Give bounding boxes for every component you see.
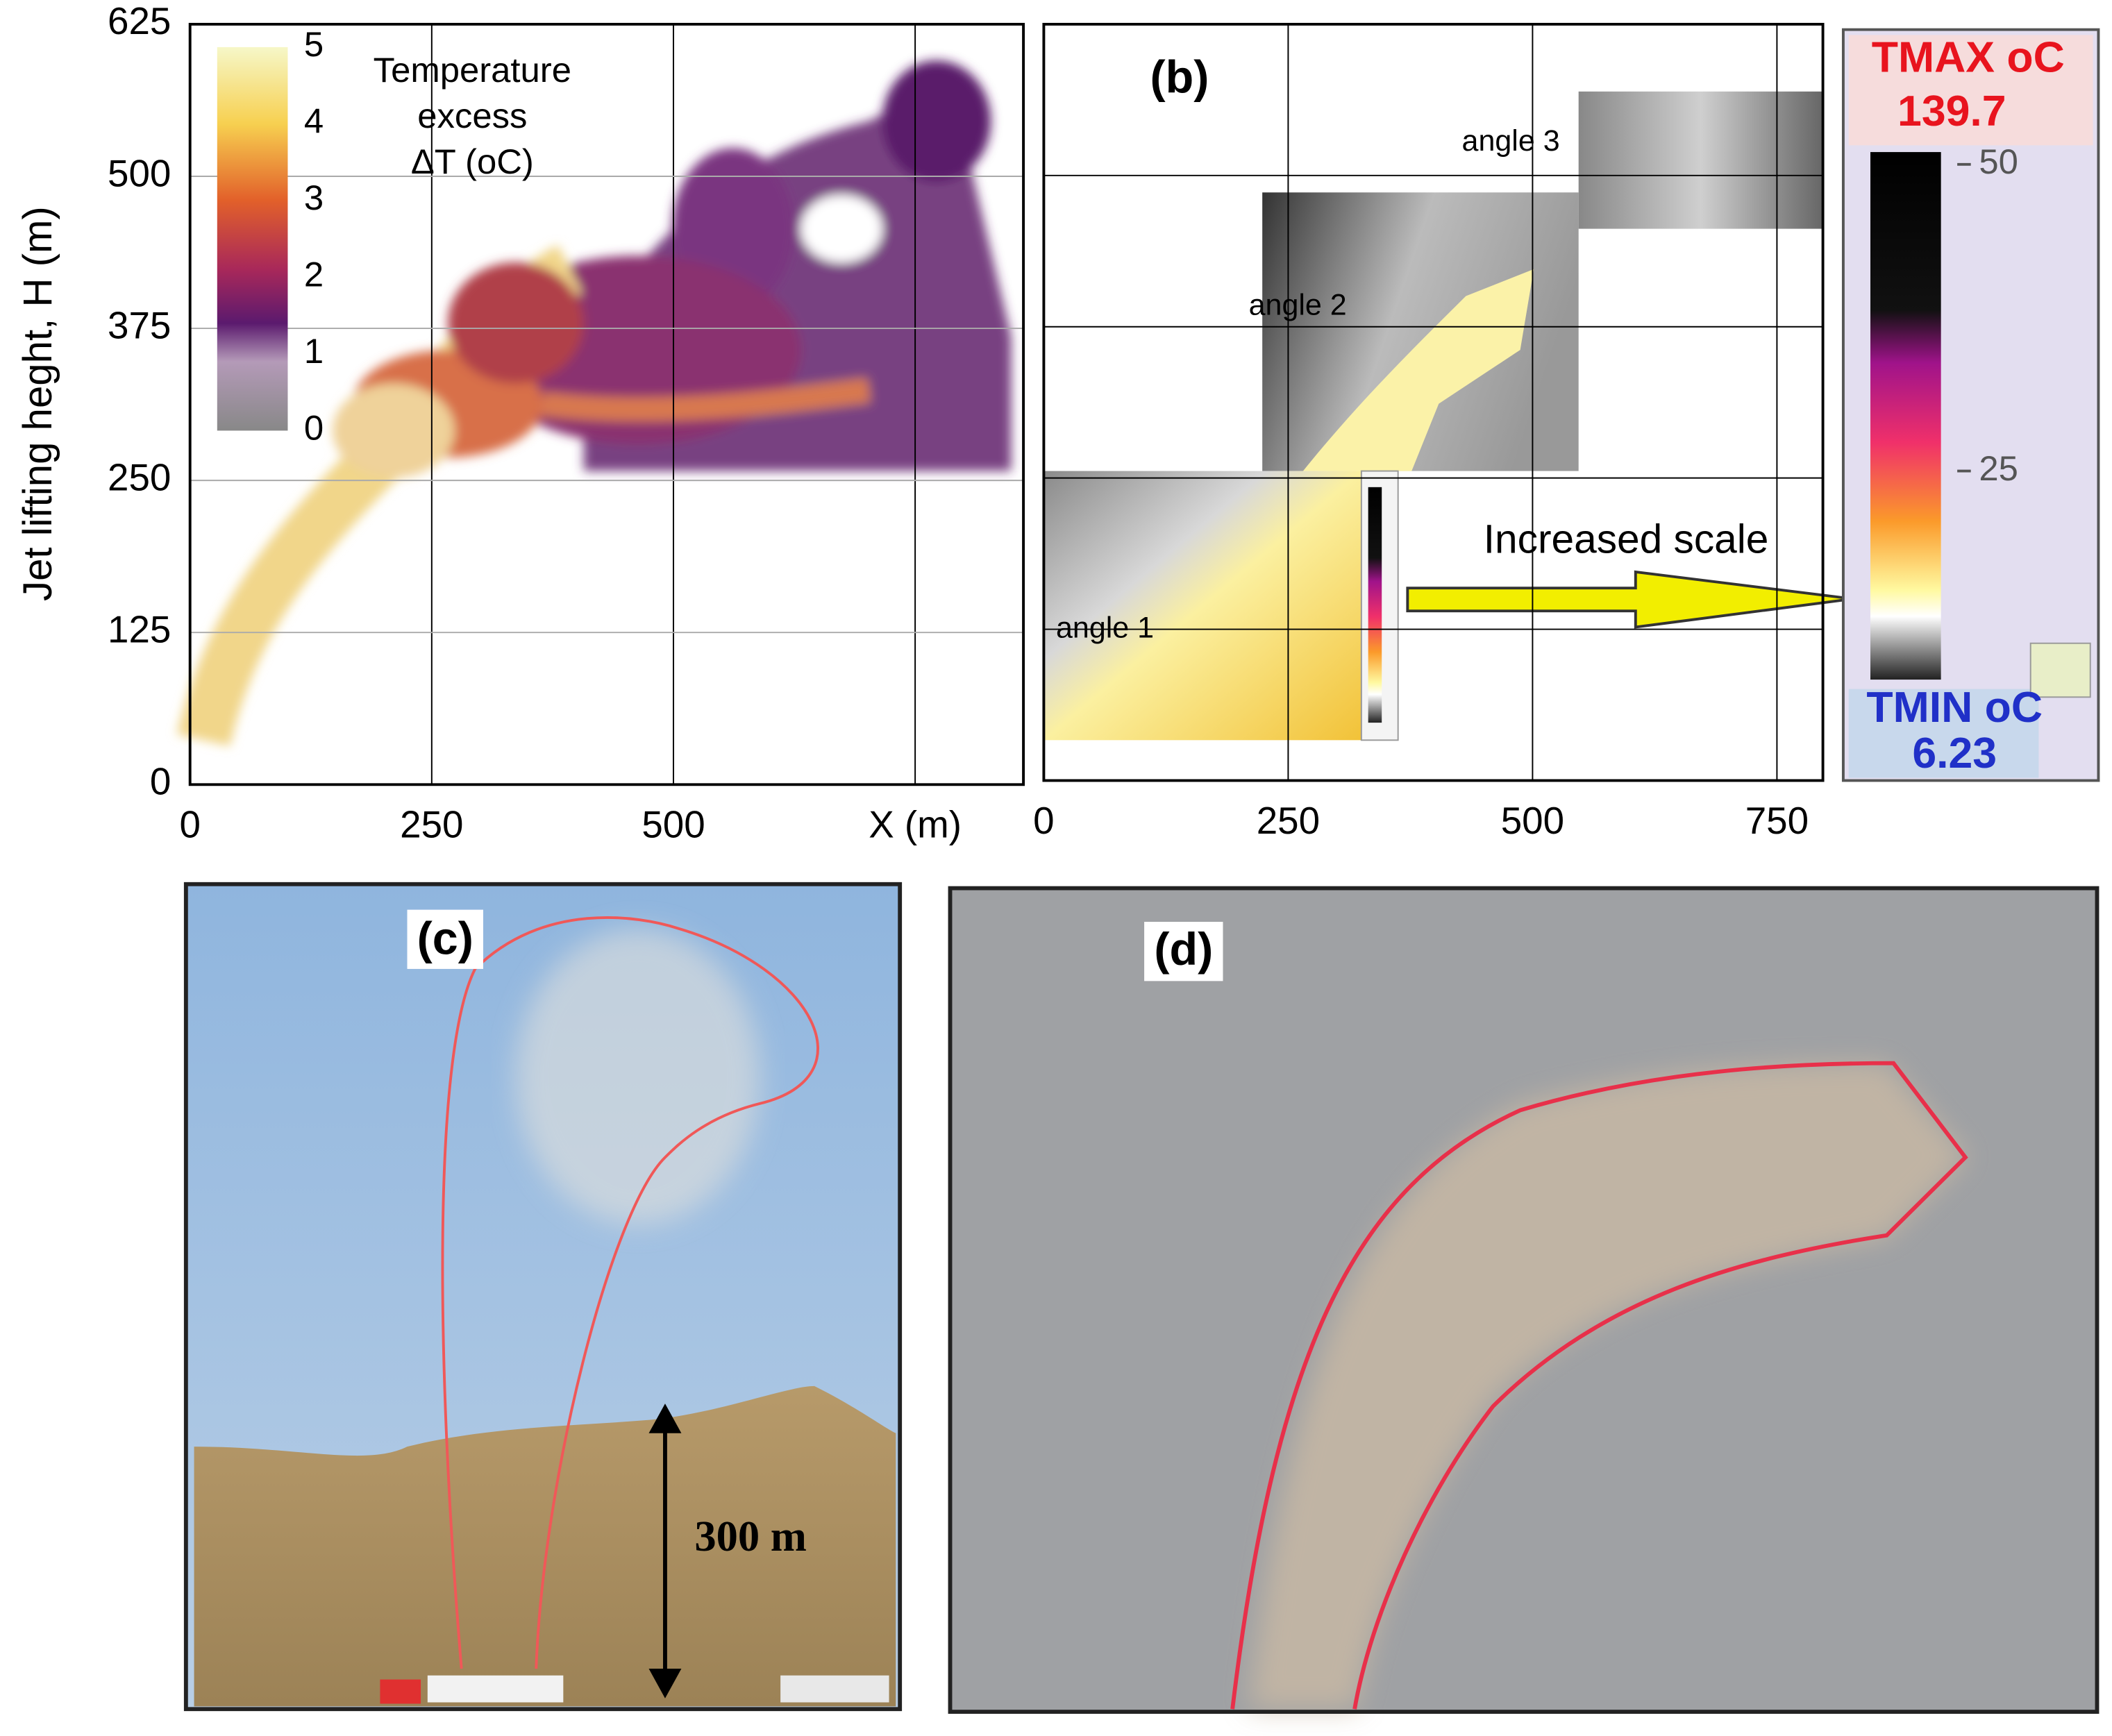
x-tick-label: 0 <box>179 804 200 846</box>
x-tick-label: 250 <box>400 804 463 846</box>
icon <box>2029 642 2091 698</box>
annotation: angle 3 <box>1462 124 1560 158</box>
colorbar-tick-label: 5 <box>304 24 324 64</box>
y-tick-label: 500 <box>108 153 171 195</box>
x-tick-label: 250 <box>1257 800 1320 842</box>
x-tick-label: X (m) <box>869 804 962 846</box>
panel-label: (b) <box>1150 52 1209 103</box>
colorbar-title: ΔT (oC) <box>411 142 534 181</box>
tmax-value: 139.7 <box>1897 87 2006 135</box>
x-tick-label: 500 <box>1501 800 1564 842</box>
panel-label: (c) <box>417 913 473 965</box>
plume-image <box>177 60 1012 746</box>
photo-d <box>948 886 2100 1714</box>
y-tick-label: 625 <box>108 0 171 42</box>
photo-c <box>183 882 903 1712</box>
scale-label: 300 m <box>694 1512 807 1560</box>
tmin-box <box>1848 689 2039 778</box>
colorbar-tick-label: 50 <box>1979 142 2018 181</box>
y-tick-label: 250 <box>108 457 171 499</box>
colorbar-tick-label: 3 <box>304 178 324 217</box>
annotation: Increased scale <box>1484 517 1769 562</box>
colorbar-tick-label: 25 <box>1979 448 2018 488</box>
y-tick-label: 125 <box>108 609 171 651</box>
colorbar-tick-label: 2 <box>304 255 324 294</box>
tmax-label: TMAX oC <box>1872 34 2065 82</box>
thermal-images <box>1044 91 1853 741</box>
tmin-label: TMIN oC <box>1866 684 2043 732</box>
plot-frame <box>188 22 1025 786</box>
x-tick-label: 750 <box>1745 800 1809 842</box>
annotation: angle 2 <box>1249 288 1347 321</box>
tmin-value: 6.23 <box>1912 730 1997 777</box>
x-tick-label: 500 <box>642 804 705 846</box>
y-tick-label: 375 <box>108 305 171 347</box>
colorbar-tick-label: 4 <box>304 101 324 141</box>
colorbar-title: excess <box>417 96 527 135</box>
colorbar <box>217 47 288 431</box>
colorbar-tick-label: 0 <box>304 408 324 448</box>
plot-frame <box>1042 22 1825 782</box>
y-tick-label: 0 <box>150 761 171 803</box>
colorbar-tick-label: 1 <box>304 331 324 371</box>
annotation: angle 1 <box>1056 612 1154 645</box>
panel-label: (d) <box>1154 924 1213 975</box>
tmax-box <box>1848 35 2093 146</box>
colorbar-title: Temperature <box>374 50 571 90</box>
y-axis-label: Jet lifting heght, H (m) <box>15 206 60 601</box>
colorbar-b <box>1870 152 1941 680</box>
x-tick-label: 0 <box>1033 800 1054 842</box>
